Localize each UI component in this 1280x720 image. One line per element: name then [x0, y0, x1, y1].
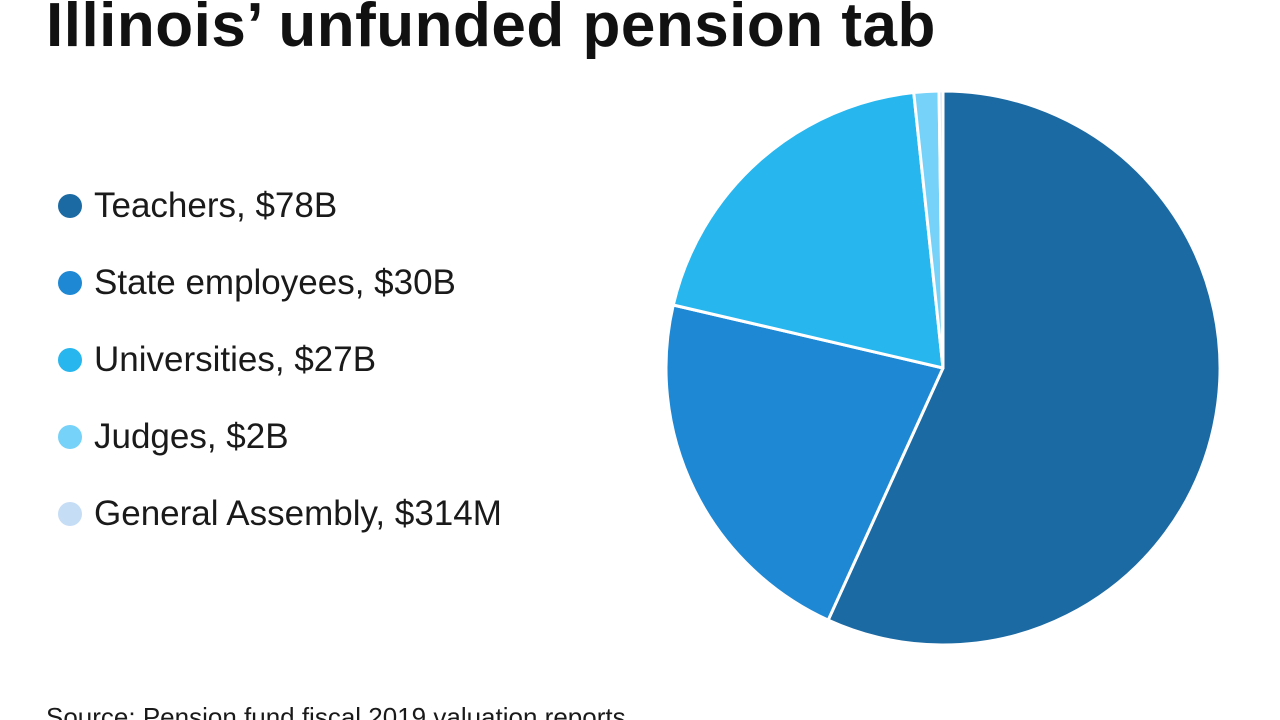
legend-label-universities: Universities, $27B — [94, 340, 377, 379]
legend-item-general-assembly: General Assembly, $314M — [58, 494, 502, 533]
chart-legend: Teachers, $78B State employees, $30B Uni… — [58, 186, 502, 572]
pie-slice-state-employees — [664, 303, 945, 622]
legend-swatch-universities — [58, 348, 82, 372]
legend-item-state-employees: State employees, $30B — [58, 263, 502, 302]
source-note: Source: Pension fund fiscal 2019 valuati… — [46, 702, 626, 720]
legend-label-general-assembly: General Assembly, $314M — [94, 494, 502, 533]
legend-item-judges: Judges, $2B — [58, 417, 502, 456]
pie-slice-teachers — [826, 89, 1222, 647]
legend-swatch-general-assembly — [58, 502, 82, 526]
pie-slices — [664, 89, 1222, 647]
pie-slice-universities — [671, 91, 945, 370]
chart-title: Illinois’ unfunded pension tab — [46, 0, 936, 60]
legend-label-judges: Judges, $2B — [94, 417, 289, 456]
legend-swatch-judges — [58, 425, 82, 449]
legend-label-teachers: Teachers, $78B — [94, 186, 338, 225]
legend-item-teachers: Teachers, $78B — [58, 186, 502, 225]
legend-item-universities: Universities, $27B — [58, 340, 502, 379]
legend-label-state-employees: State employees, $30B — [94, 263, 456, 302]
legend-swatch-teachers — [58, 194, 82, 218]
legend-swatch-state-employees — [58, 271, 82, 295]
pie-slice-general-assembly — [937, 89, 945, 370]
